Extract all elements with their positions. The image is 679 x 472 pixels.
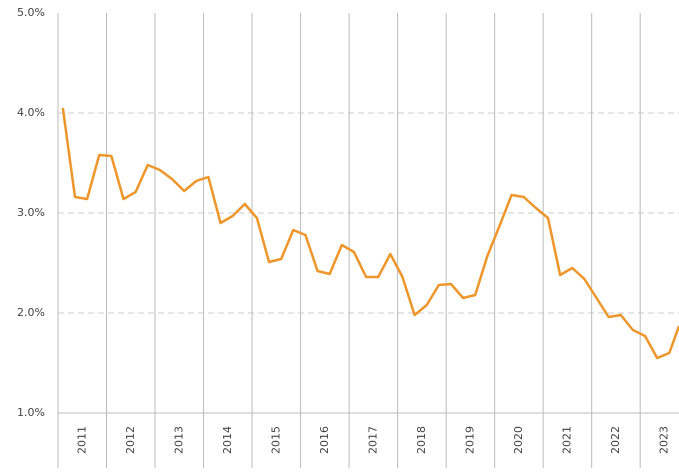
x-tick-label: 2023: [657, 426, 670, 454]
x-tick-label: 2018: [415, 426, 428, 454]
x-tick-label: 2016: [318, 426, 331, 454]
x-tick-label: 2015: [269, 426, 282, 454]
x-tick-label: 2011: [75, 426, 88, 454]
x-tick-label: 2013: [172, 426, 185, 454]
x-tick-label: 2017: [366, 426, 379, 454]
line: [61, 107, 679, 360]
x-tick-label: 2019: [463, 426, 476, 454]
x-tick-label: 2022: [609, 426, 622, 454]
x-tick-label: 2020: [512, 426, 525, 454]
y-tick-label: 5.0%: [17, 6, 45, 19]
x-tick-label: 2014: [221, 426, 234, 454]
y-tick-label: 1.0%: [17, 406, 45, 419]
y-tick-label: 4.0%: [17, 106, 45, 119]
y-tick-label: 2.0%: [17, 306, 45, 319]
x-tick-label: 2021: [560, 426, 573, 454]
x-tick-label: 2012: [124, 426, 137, 454]
y-tick-label: 3.0%: [17, 206, 45, 219]
